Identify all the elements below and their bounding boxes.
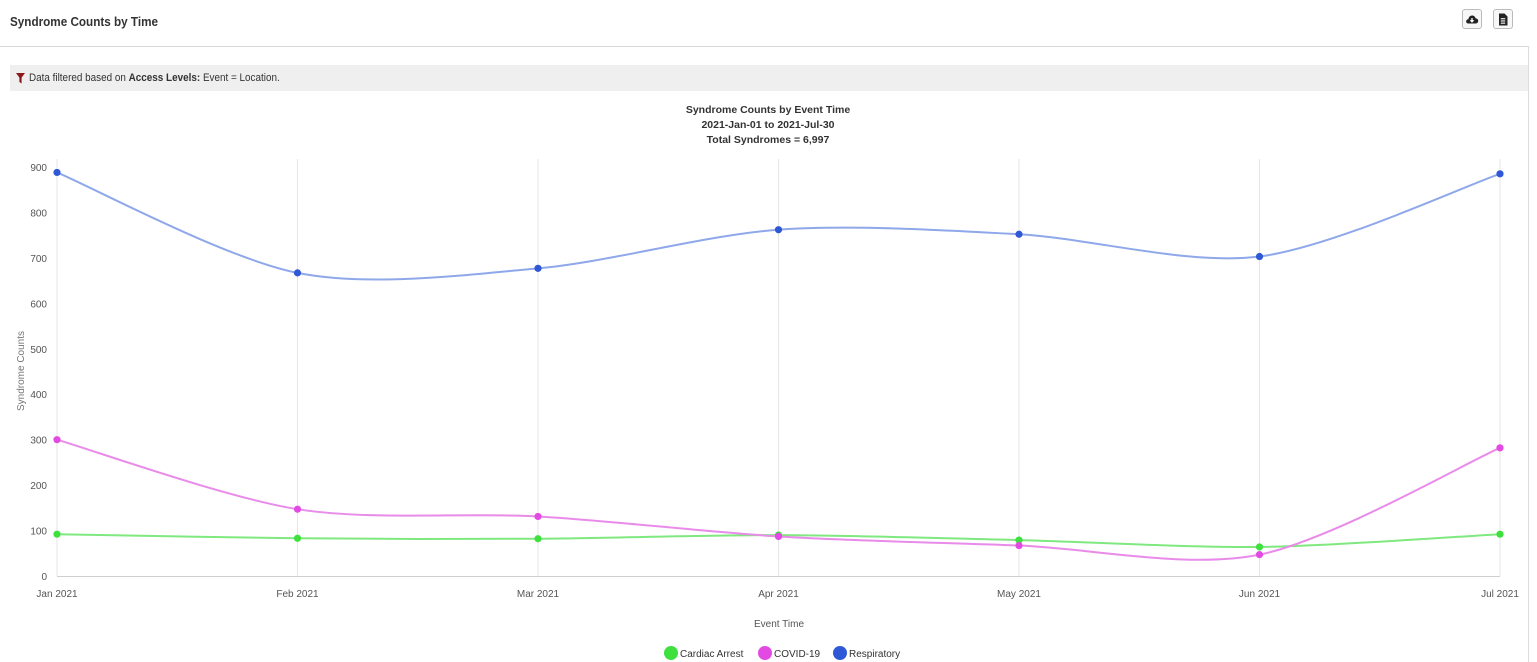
download-button[interactable] (1462, 9, 1482, 29)
y-tick-label: 500 (30, 345, 47, 356)
data-point-cardiac-arrest (534, 535, 542, 543)
export-button[interactable] (1493, 9, 1513, 29)
data-point-respiratory (293, 269, 302, 277)
chart-title: Syndrome Counts by Event Time (686, 104, 850, 116)
data-point-respiratory (1015, 230, 1023, 238)
x-tick-label: Jul 2021 (1481, 589, 1519, 600)
data-point-covid-19 (1255, 551, 1264, 559)
x-tick-label: Apr 2021 (758, 589, 799, 600)
x-tick-label: Jun 2021 (1239, 589, 1281, 600)
chart-total: Total Syndromes = 6,997 (707, 134, 830, 146)
data-point-respiratory (53, 168, 61, 177)
legend: Cardiac Arrest COVID-19 Respiratory (664, 646, 900, 660)
legend-label-covid-19: COVID-19 (774, 649, 821, 660)
data-point-covid-19 (774, 532, 783, 541)
cloud-download-icon (1466, 15, 1479, 24)
panel-title: Syndrome Counts by Time (10, 14, 159, 29)
filter-prefix: Data filtered based on (29, 72, 126, 84)
data-point-covid-19 (53, 436, 61, 444)
data-point-respiratory (534, 264, 542, 272)
legend-marker-covid-19 (758, 646, 772, 660)
data-point-covid-19 (293, 505, 302, 513)
data-point-respiratory (774, 226, 783, 234)
data-point-cardiac-arrest (1496, 530, 1504, 538)
filter-rule: Event = Location. (202, 72, 280, 84)
y-tick-label: 900 (30, 163, 47, 174)
y-tick-label: 700 (30, 254, 47, 265)
data-point-covid-19 (1496, 444, 1504, 452)
data-point-respiratory (1496, 170, 1504, 178)
data-point-covid-19 (1015, 541, 1023, 550)
y-tick-label: 100 (30, 527, 47, 538)
panel-border (1528, 46, 1529, 662)
y-tick-label: 600 (30, 299, 47, 310)
x-tick-label: Jan 2021 (36, 589, 78, 600)
y-tick-label: 300 (30, 436, 47, 447)
y-tick-label: 200 (30, 481, 47, 492)
legend-marker-cardiac-arrest (664, 646, 678, 660)
header-divider (0, 46, 1528, 47)
y-tick-label: 800 (30, 208, 47, 219)
y-tick-label: 0 (41, 572, 47, 583)
legend-label-respiratory: Respiratory (849, 649, 900, 660)
filter-text: Data filtered based on Access Levels: Ev… (29, 72, 280, 84)
x-axis-label: Event Time (754, 619, 804, 630)
y-tick-label: 400 (30, 390, 47, 401)
data-point-cardiac-arrest (1255, 543, 1264, 551)
legend-label-cardiac-arrest: Cardiac Arrest (680, 649, 744, 660)
y-axis-label: Syndrome Counts (16, 331, 27, 411)
data-point-cardiac-arrest (53, 530, 61, 538)
filter-icon (16, 72, 25, 84)
document-icon (1499, 13, 1508, 25)
chart-subtitle: 2021-Jan-01 to 2021-Jul-30 (701, 119, 834, 131)
data-point-respiratory (1255, 252, 1264, 261)
data-point-cardiac-arrest (1015, 536, 1023, 544)
x-tick-label: Mar 2021 (517, 589, 560, 600)
filter-emphasis: Access Levels: (128, 72, 201, 84)
filter-notice: Data filtered based on Access Levels: Ev… (10, 65, 1528, 91)
data-point-cardiac-arrest (293, 534, 302, 542)
x-tick-label: Feb 2021 (276, 589, 319, 600)
legend-marker-respiratory (833, 646, 847, 660)
x-tick-label: May 2021 (997, 589, 1041, 600)
data-point-covid-19 (534, 512, 542, 521)
